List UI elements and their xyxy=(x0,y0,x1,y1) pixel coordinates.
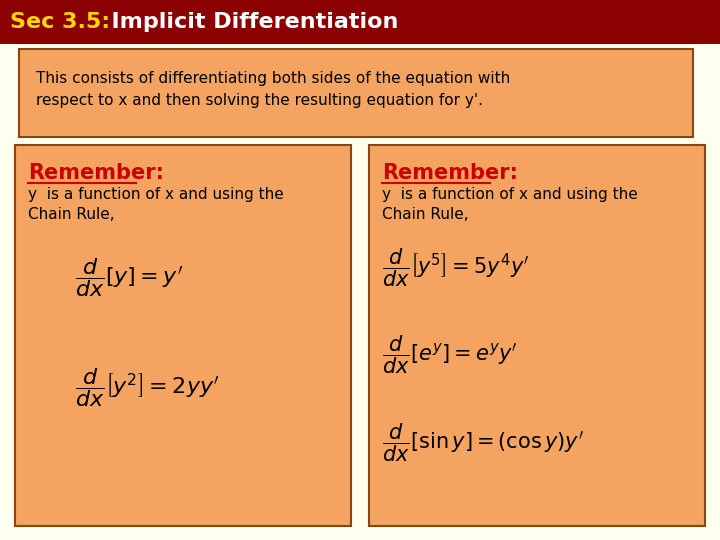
Text: Sec 3.5:: Sec 3.5: xyxy=(10,12,110,32)
Text: $\dfrac{d}{dx}\left[y\right]= y'$: $\dfrac{d}{dx}\left[y\right]= y'$ xyxy=(75,256,183,300)
Text: Implicit Differentiation: Implicit Differentiation xyxy=(96,12,398,32)
FancyBboxPatch shape xyxy=(19,49,693,137)
Text: Chain Rule,: Chain Rule, xyxy=(382,207,469,222)
Text: Remember:: Remember: xyxy=(382,163,518,183)
Text: $\dfrac{d}{dx}\left[\sin y\right]= (\cos y)y'$: $\dfrac{d}{dx}\left[\sin y\right]= (\cos… xyxy=(382,422,584,464)
Text: This consists of differentiating both sides of the equation with: This consists of differentiating both si… xyxy=(36,71,510,85)
Text: Remember:: Remember: xyxy=(28,163,164,183)
FancyBboxPatch shape xyxy=(0,0,720,44)
Text: $\dfrac{d}{dx}\left[y^5\right]= 5y^4 y'$: $\dfrac{d}{dx}\left[y^5\right]= 5y^4 y'$ xyxy=(382,247,529,289)
Text: respect to x and then solving the resulting equation for y'.: respect to x and then solving the result… xyxy=(36,92,483,107)
Text: y  is a function of x and using the: y is a function of x and using the xyxy=(382,187,638,202)
Text: $\dfrac{d}{dx}\left[e^y\right]= e^y y'$: $\dfrac{d}{dx}\left[e^y\right]= e^y y'$ xyxy=(382,334,518,376)
Text: $\dfrac{d}{dx}\left[y^2\right]= 2yy'$: $\dfrac{d}{dx}\left[y^2\right]= 2yy'$ xyxy=(75,367,220,409)
Text: y  is a function of x and using the: y is a function of x and using the xyxy=(28,187,284,202)
FancyBboxPatch shape xyxy=(15,145,351,526)
FancyBboxPatch shape xyxy=(369,145,705,526)
Text: Chain Rule,: Chain Rule, xyxy=(28,207,114,222)
